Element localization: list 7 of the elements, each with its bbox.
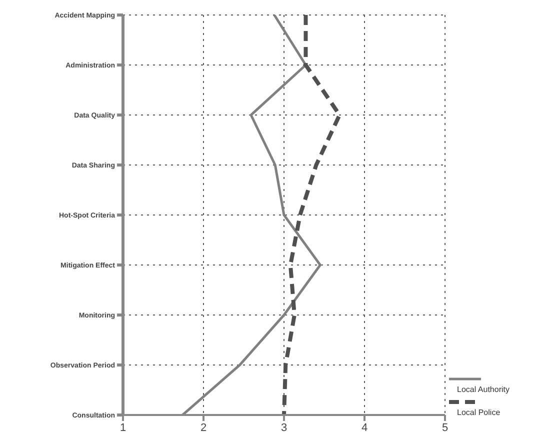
x-tick-label: 2 xyxy=(200,422,207,434)
x-tick-label: 5 xyxy=(442,422,448,434)
legend-label: Local Police xyxy=(457,408,502,417)
legend-label: Local Authority xyxy=(457,385,510,394)
x-tick-label: 3 xyxy=(280,422,288,434)
x-tick-label: 4 xyxy=(361,422,368,434)
x-tick-label: 1 xyxy=(120,422,126,434)
